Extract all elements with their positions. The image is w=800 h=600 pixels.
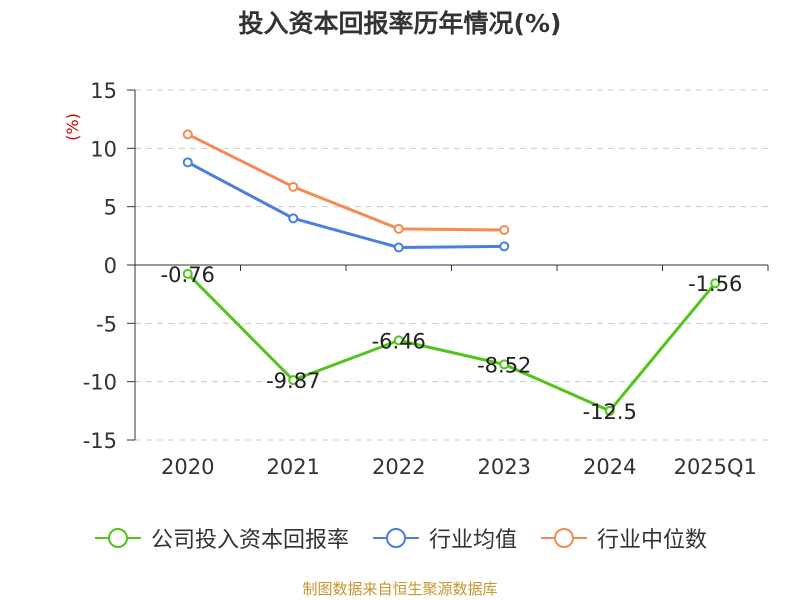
data-label: -12.5: [583, 400, 637, 424]
legend-circle: [385, 528, 406, 548]
legend: 公司投入资本回报率 行业均值 行业中位数: [0, 520, 800, 556]
legend-marker-icon: [372, 528, 419, 548]
data-label: -0.76: [161, 263, 215, 287]
y-tick-label: 0: [104, 254, 117, 278]
series-line: [187, 132, 505, 232]
data-point: [288, 181, 299, 192]
data-point: [393, 223, 404, 234]
legend-label: 公司投入资本回报率: [150, 528, 349, 553]
data-point: [499, 225, 510, 235]
data-labels: -0.76 -9.87 -6.46 -8.52 -12.5 -1.56: [161, 263, 743, 424]
data-point: [288, 375, 299, 386]
legend-item[interactable]: 行业均值: [371, 522, 517, 554]
data-label: -1.56: [688, 272, 742, 296]
line-chart: 15 10 5 0 -5 -10 -15 2020 2021 2022 2023 2024 2025Q1…: [63, 79, 769, 479]
legend-label: 行业中位数: [597, 528, 708, 553]
y-tick-label: -10: [83, 371, 117, 395]
legend-marker-icon: [94, 528, 141, 548]
data-label: -8.52: [477, 353, 531, 377]
x-tick-label: 2020: [161, 455, 214, 479]
y-tick-label: 15: [90, 79, 117, 103]
y-axis-label: (%): [63, 113, 82, 141]
axes: 15 10 5 0 -5 -10 -15 2020 2021 2022 2023 2024 2025Q1: [83, 79, 769, 479]
data-point: [393, 242, 404, 253]
data-point: [499, 241, 510, 252]
y-tick-label: -5: [96, 312, 117, 336]
x-tick-label: 2024: [583, 455, 636, 479]
data-point: [182, 129, 193, 140]
legend-item[interactable]: 公司投入资本回报率: [93, 522, 349, 554]
data-point: [288, 213, 299, 224]
data-point: [604, 405, 615, 416]
y-tick-label: 5: [104, 196, 117, 220]
chart-title: 投入资本回报率历年情况(%): [238, 9, 562, 38]
series-line: [187, 161, 505, 249]
legend-circle: [554, 528, 574, 548]
data-point: [182, 157, 193, 168]
series-lines: [182, 129, 721, 416]
data-label: -9.87: [266, 369, 320, 393]
data-label: -6.46: [372, 329, 426, 353]
y-tick-label: 10: [90, 137, 117, 161]
y-tick-label: -15: [83, 429, 117, 453]
legend-circle: [107, 528, 128, 548]
legend-label: 行业均值: [428, 528, 517, 553]
x-tick-label: 2025Q1: [674, 455, 757, 479]
data-point: [499, 359, 510, 370]
data-point: [182, 268, 193, 279]
x-tick-label: 2021: [267, 455, 320, 479]
series-line: [186, 272, 717, 413]
x-tick-label: 2023: [478, 455, 531, 479]
x-tick-label: 2022: [372, 455, 425, 479]
legend-marker-icon: [541, 528, 587, 548]
legend-item[interactable]: 行业中位数: [539, 522, 707, 554]
source-note: 制图数据来自恒生聚源数据库: [302, 580, 498, 598]
data-point: [710, 278, 721, 289]
data-point: [393, 335, 404, 346]
